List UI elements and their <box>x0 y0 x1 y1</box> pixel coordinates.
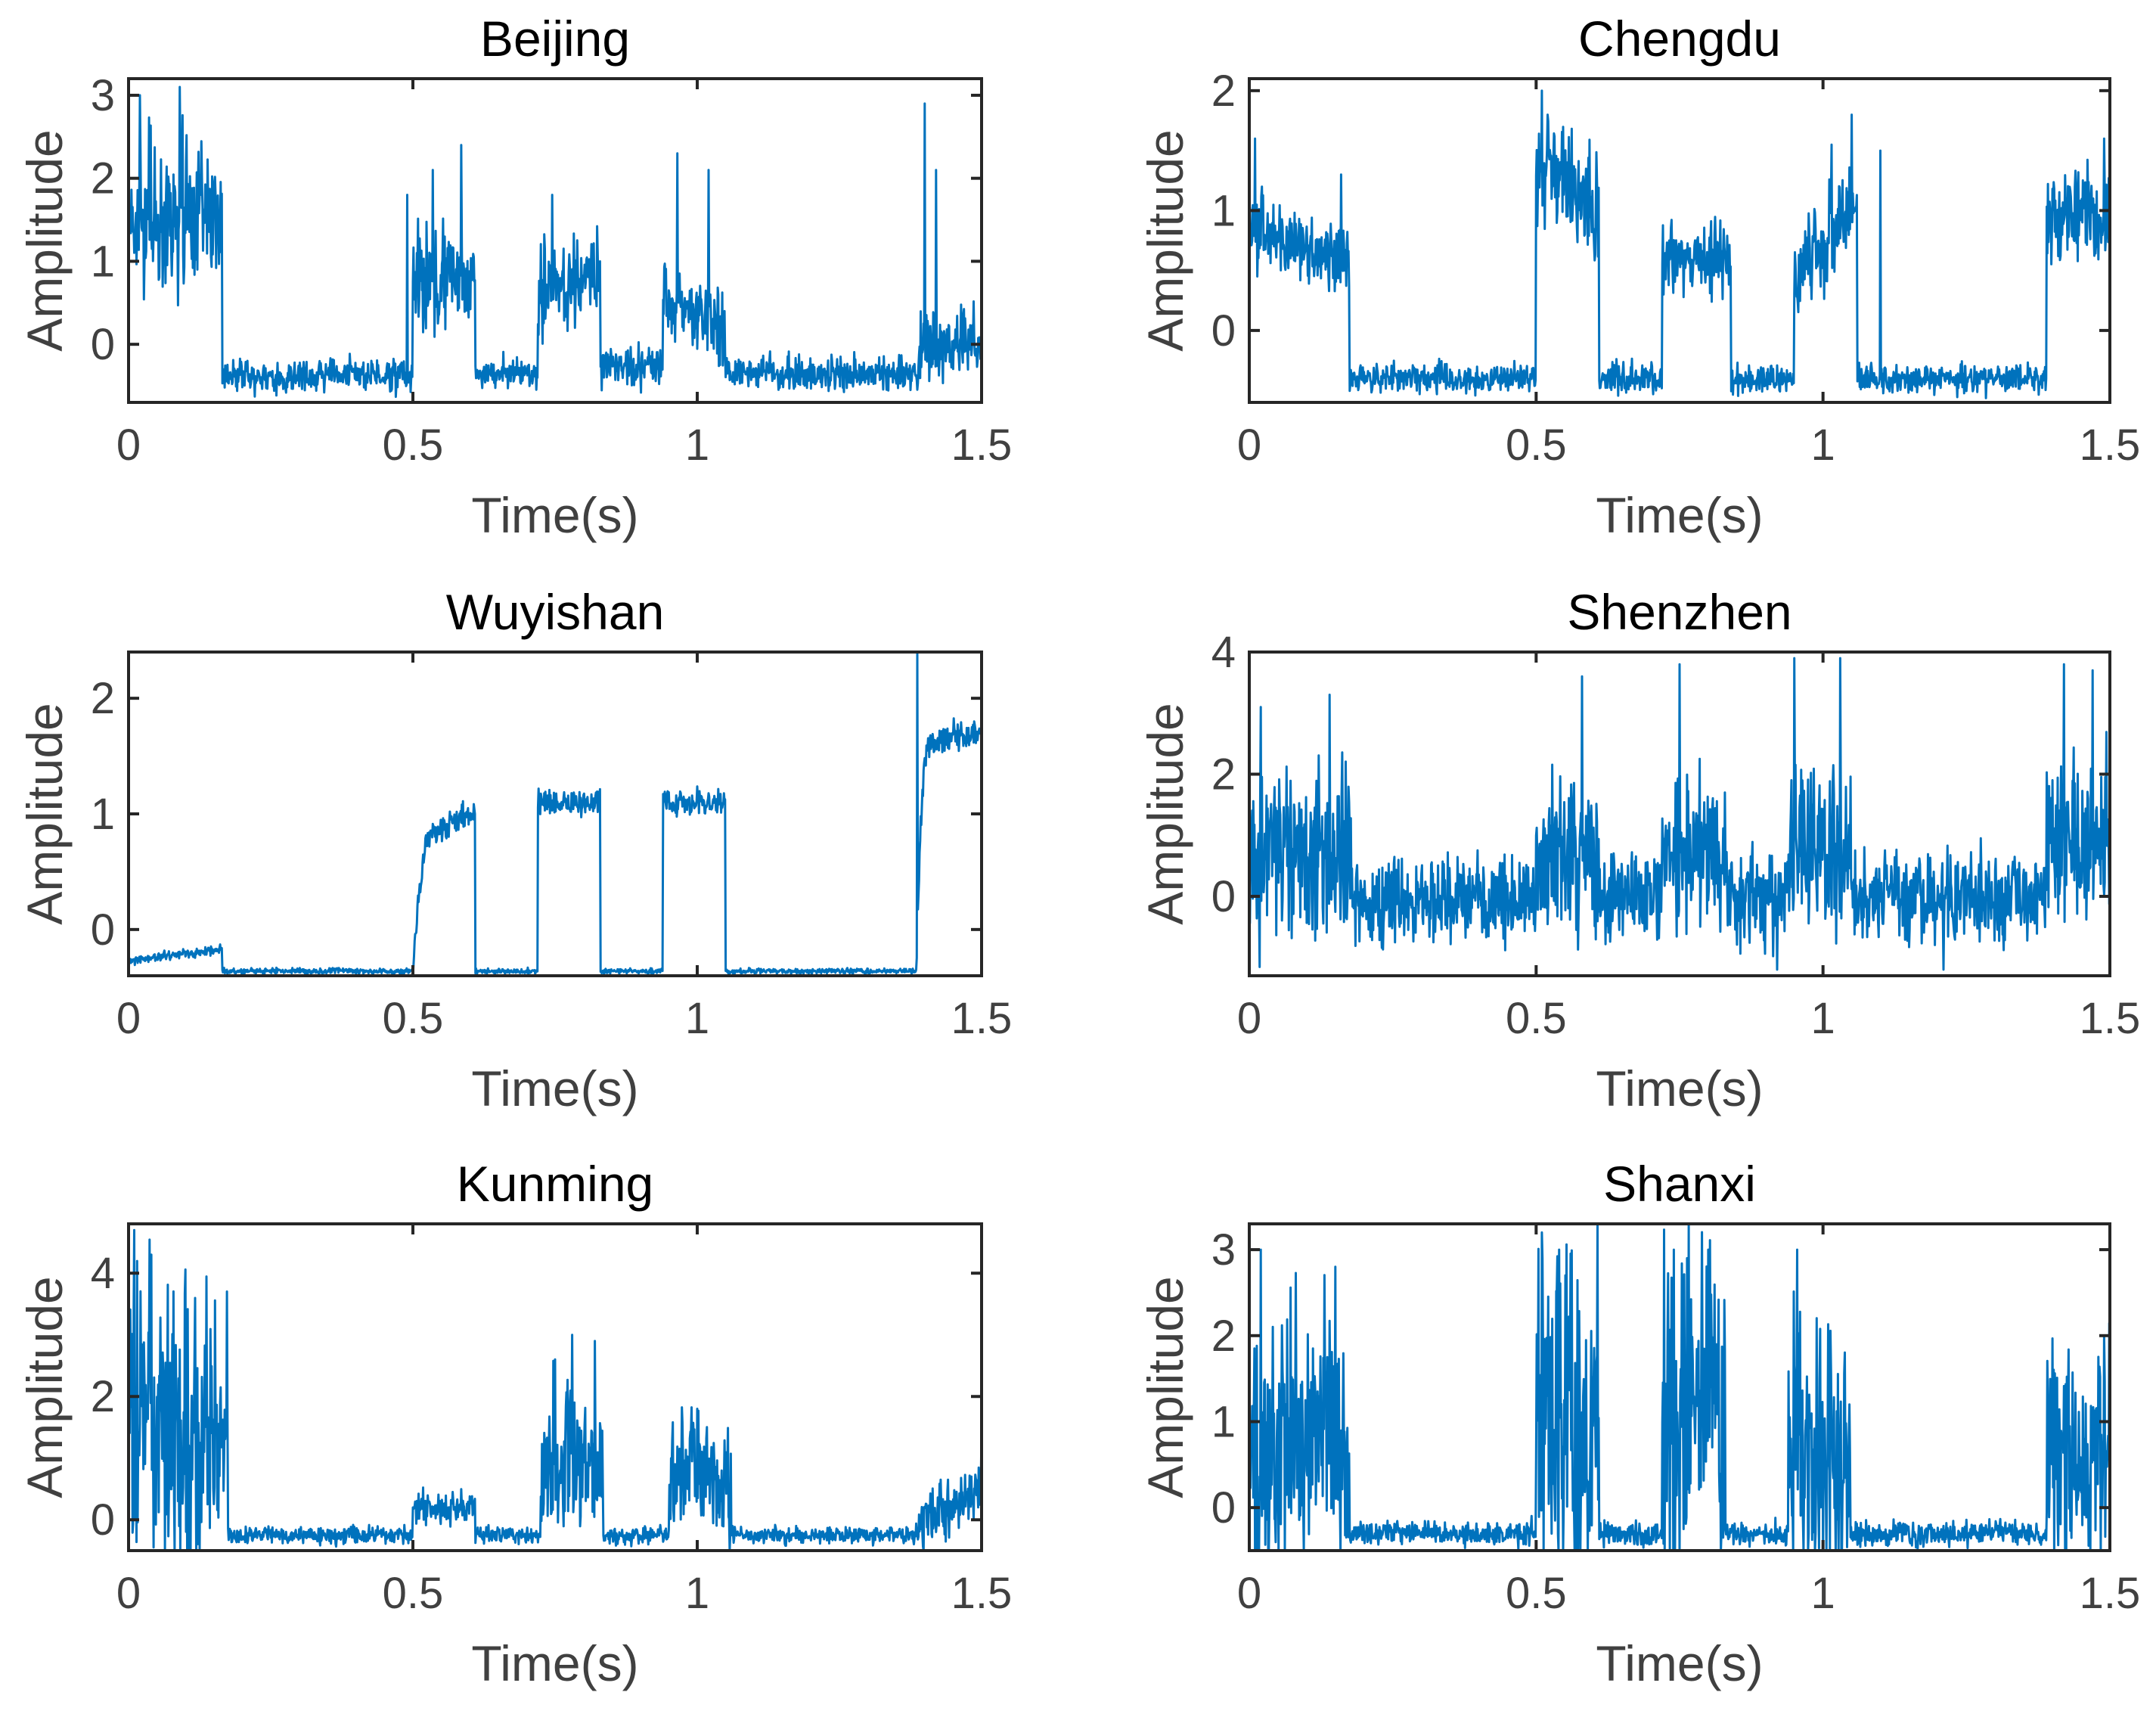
series-line-beijing <box>129 85 982 399</box>
y-tick-label: 1 <box>91 237 115 286</box>
y-tick-label: 0 <box>91 905 115 955</box>
x-tick-label: 1 <box>685 1569 709 1618</box>
x-tick-label: 1 <box>1811 421 1835 470</box>
x-tick-label: 1 <box>1811 994 1835 1043</box>
y-axis-label: Amplitude <box>17 129 73 352</box>
x-tick-label: 0 <box>1237 1569 1261 1618</box>
x-tick-label: 0.5 <box>1506 1569 1567 1618</box>
x-tick-label: 0 <box>1237 994 1261 1043</box>
axes-frame <box>1248 1222 2111 1552</box>
chart-title: Shenzhen <box>1567 584 1791 640</box>
x-tick-label: 1.5 <box>2080 421 2141 470</box>
y-axis-label: Amplitude <box>1137 129 1193 352</box>
y-tick-label: 0 <box>1211 306 1236 356</box>
chart-beijing: 0 0.5 1 1.5 0 1 2 3 Beijing Time(s) Amplitude <box>17 11 1012 543</box>
series-line-shenzhen <box>1249 657 2110 971</box>
x-tick-label: 1.5 <box>951 421 1013 470</box>
y-axis-label: Amplitude <box>17 703 73 925</box>
y-tick-label: 0 <box>91 1495 115 1545</box>
chart-title: Chengdu <box>1578 11 1781 67</box>
chart-kunming: 0 0.5 1 1.5 0 2 4 Kunming Time(s) Amplitude <box>17 1156 1012 1691</box>
y-tick-label: 2 <box>1211 67 1236 116</box>
axes-frame <box>127 651 983 977</box>
x-tick-label: 1.5 <box>951 994 1013 1043</box>
x-tick-label: 1 <box>1811 1569 1835 1618</box>
x-tick-label: 0.5 <box>383 1569 444 1618</box>
x-tick-label: 0.5 <box>383 421 444 470</box>
y-tick-label: 0 <box>1211 872 1236 921</box>
x-tick-label: 0 <box>116 1569 141 1618</box>
chart-title: Shanxi <box>1603 1156 1756 1212</box>
x-tick-label: 0 <box>116 994 141 1043</box>
y-axis-label: Amplitude <box>1137 703 1193 925</box>
y-tick-label: 1 <box>91 790 115 839</box>
chart-wuyishan: 0 0.5 1 1.5 0 1 2 Wuyishan Time(s) Amplitude <box>17 584 1012 1116</box>
y-tick-label: 2 <box>1211 1312 1236 1361</box>
axes-frame <box>1248 651 2111 977</box>
x-tick-label: 1.5 <box>2080 994 2141 1043</box>
y-tick-label: 4 <box>1211 628 1236 677</box>
y-tick-label: 2 <box>91 1372 115 1421</box>
chart-chengdu: 0 0.5 1 1.5 0 1 2 Chengdu Time(s) Amplitude <box>1137 11 2140 543</box>
y-axis-label: Amplitude <box>1137 1276 1193 1498</box>
x-axis-label: Time(s) <box>471 1635 638 1691</box>
chart-title: Beijing <box>480 11 630 67</box>
chart-shanxi: 0 0.5 1 1.5 0 1 2 3 Shanxi Time(s) Amplitude <box>1137 1156 2140 1691</box>
chart-title: Kunming <box>457 1156 654 1212</box>
x-tick-label: 1 <box>685 421 709 470</box>
series-line-kunming <box>129 1228 982 1551</box>
y-tick-label: 2 <box>91 674 115 723</box>
y-axis-label: Amplitude <box>17 1276 73 1498</box>
x-tick-label: 1.5 <box>2080 1569 2141 1618</box>
y-tick-label: 0 <box>1211 1483 1236 1532</box>
y-tick-label: 1 <box>1211 1397 1236 1446</box>
series-line-wuyishan <box>129 652 982 976</box>
x-tick-label: 1 <box>685 994 709 1043</box>
chart-shenzhen: 0 0.5 1 1.5 0 2 4 Shenzhen Time(s) Amplitude <box>1137 584 2140 1116</box>
series-line-chengdu <box>1249 89 2110 399</box>
x-tick-label: 0.5 <box>383 994 444 1043</box>
x-axis-label: Time(s) <box>1596 1635 1763 1691</box>
y-tick-label: 1 <box>1211 186 1236 235</box>
y-tick-label: 3 <box>91 71 115 120</box>
axes-frame <box>127 77 983 404</box>
x-tick-label: 0 <box>1237 421 1261 470</box>
x-axis-label: Time(s) <box>1596 487 1763 543</box>
x-tick-label: 0 <box>116 421 141 470</box>
x-axis-label: Time(s) <box>471 1060 638 1116</box>
axes-frame <box>127 1222 983 1552</box>
x-tick-label: 0.5 <box>1506 421 1567 470</box>
chart-title: Wuyishan <box>446 584 665 640</box>
y-tick-label: 3 <box>1211 1225 1236 1275</box>
y-tick-label: 4 <box>91 1249 115 1298</box>
y-tick-label: 0 <box>91 320 115 369</box>
axes-frame <box>1248 77 2111 404</box>
x-tick-label: 1.5 <box>951 1569 1013 1618</box>
x-axis-label: Time(s) <box>471 487 638 543</box>
y-tick-label: 2 <box>91 154 115 203</box>
x-axis-label: Time(s) <box>1596 1060 1763 1116</box>
x-tick-label: 0.5 <box>1506 994 1567 1043</box>
series-line-shanxi <box>1249 1224 2110 1551</box>
y-tick-label: 2 <box>1211 750 1236 800</box>
